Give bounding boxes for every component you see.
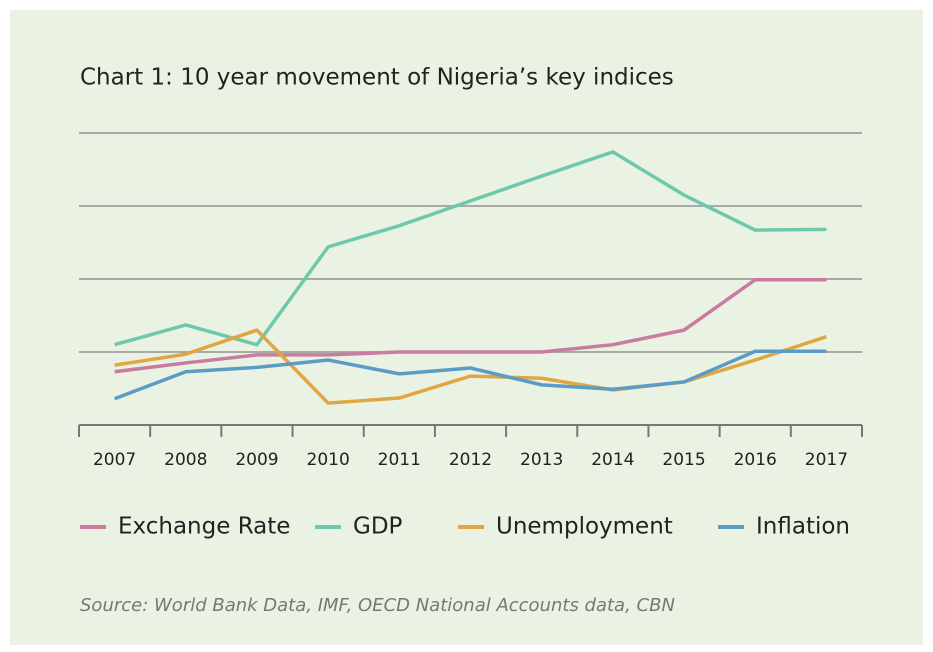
line (113, 349, 827, 401)
x-tick-label: 2007 (93, 450, 136, 470)
panel (10, 10, 923, 645)
x-tick-label: 2015 (662, 450, 705, 470)
x-tick-label: 2010 (307, 450, 350, 470)
line (114, 277, 827, 374)
line (114, 328, 827, 405)
x-tick-label: 2008 (164, 450, 207, 470)
x-tick-label: 2013 (520, 450, 563, 470)
legend-label: Unemployment (496, 514, 673, 540)
x-tick-label: 2012 (449, 450, 492, 470)
x-tick-label: 2017 (805, 450, 848, 470)
legend-label: GDP (353, 514, 403, 540)
legend-label: Exchange Rate (118, 514, 290, 540)
legend-label: Inflation (756, 514, 850, 540)
x-tick-label: 2014 (591, 450, 634, 470)
x-tick-label: 2016 (734, 450, 777, 470)
x-tick-label: 2009 (235, 450, 278, 470)
source: Source: World Bank Data, IMF, OECD Natio… (80, 595, 675, 616)
chart-title: Chart 1: 10 year movement of Nigeria’s k… (80, 65, 674, 91)
x-tick-label: 2011 (378, 450, 421, 470)
